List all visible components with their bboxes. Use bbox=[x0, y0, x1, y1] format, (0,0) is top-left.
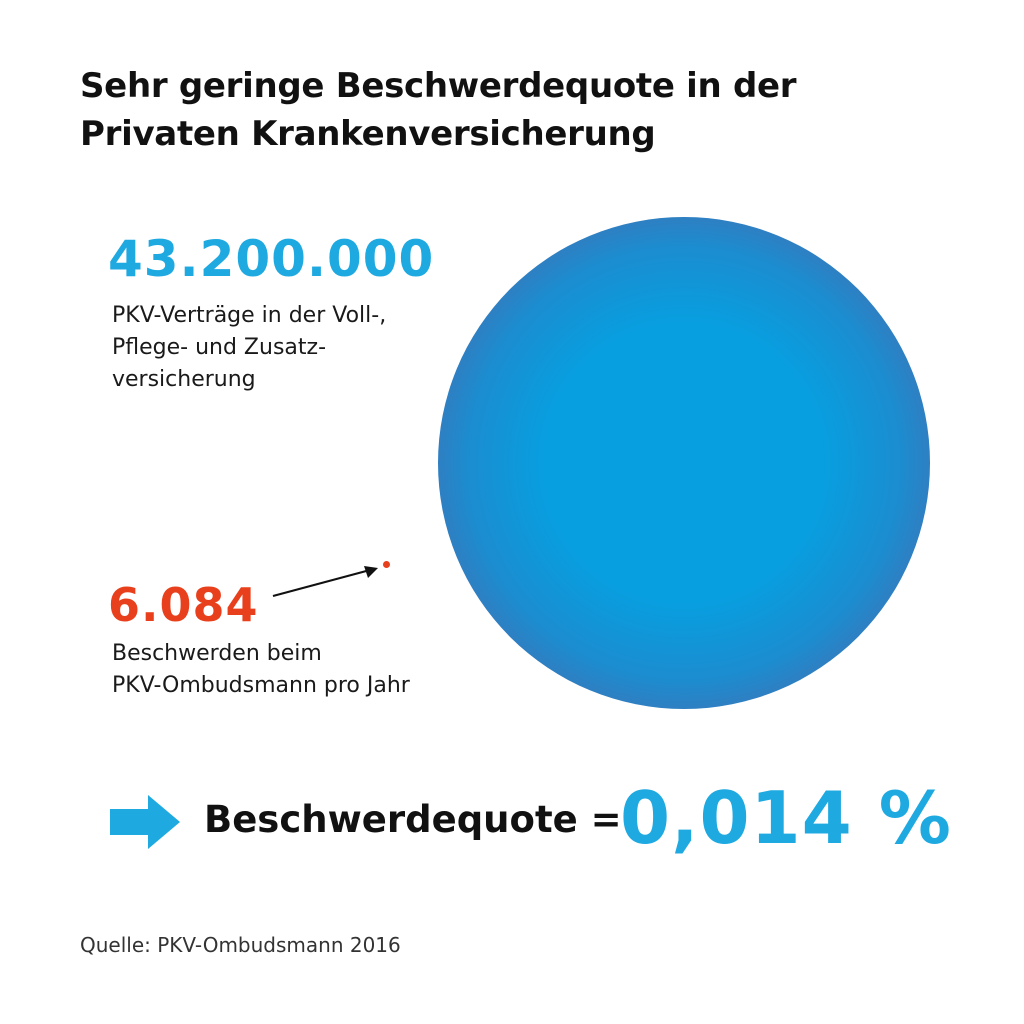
arrow-right-icon bbox=[272, 566, 378, 598]
contracts-desc-line-2: Pflege- und Zusatz- bbox=[112, 335, 327, 360]
contracts-count: 43.200.000 bbox=[108, 230, 435, 288]
complaints-description: Beschwerden beim PKV-Ombudsmann pro Jahr bbox=[112, 638, 410, 702]
contracts-desc-line-1: PKV-Verträge in der Voll-, bbox=[112, 303, 387, 328]
contracts-circle bbox=[438, 217, 930, 709]
title-line-1: Sehr geringe Beschwerdequote in der bbox=[80, 66, 797, 106]
source-note: Quelle: PKV-Ombudsmann 2016 bbox=[80, 933, 401, 957]
block-arrow-right-icon bbox=[110, 795, 180, 849]
title-line-2: Privaten Krankenversicherung bbox=[80, 114, 656, 154]
complaints-count: 6.084 bbox=[108, 578, 259, 632]
complaints-dot bbox=[383, 561, 390, 568]
page-title: Sehr geringe Beschwerdequote in der Priv… bbox=[80, 62, 840, 158]
contracts-description: PKV-Verträge in der Voll-, Pflege- und Z… bbox=[112, 300, 386, 396]
contracts-desc-line-3: versicherung bbox=[112, 367, 256, 392]
complaints-desc-line-1: Beschwerden beim bbox=[112, 641, 322, 666]
complaints-desc-line-2: PKV-Ombudsmann pro Jahr bbox=[112, 673, 410, 698]
quote-value: 0,014 % bbox=[620, 776, 952, 860]
quote-label: Beschwerdequote = bbox=[204, 798, 622, 841]
